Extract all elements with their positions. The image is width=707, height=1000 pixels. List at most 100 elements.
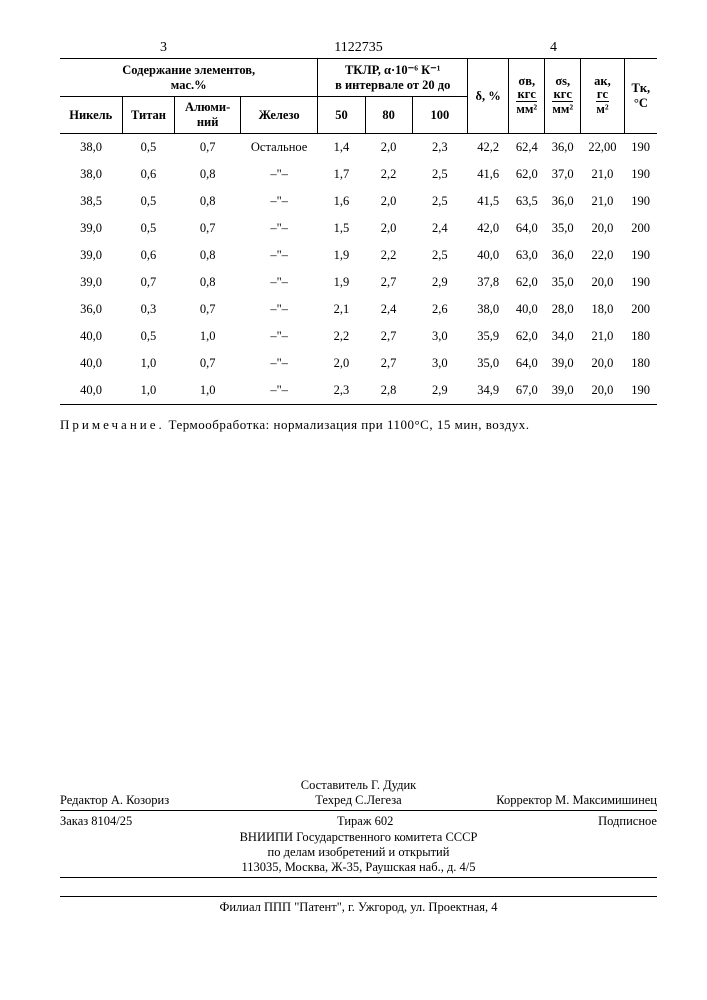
th-iron: Железо [240,97,318,134]
table-cell: 2,8 [365,377,412,405]
table-cell: 1,0 [175,323,240,350]
table-row: 38,50,50,8–"–1,62,02,541,563,536,021,019… [60,188,657,215]
th-elements: Содержание элементов, мас.% [60,59,318,97]
table-cell: 2,3 [412,134,467,162]
table-cell: 2,5 [412,242,467,269]
table-cell: 62,0 [509,161,545,188]
table-cell: 36,0 [545,188,581,215]
table-cell: 200 [624,296,657,323]
table-cell: 2,3 [318,377,365,405]
table-cell: –"– [240,296,318,323]
page-numbers: 3 1122735 4 [60,40,657,58]
order: Заказ 8104/25 [60,814,132,829]
table-cell: 20,0 [581,350,624,377]
table-row: 36,00,30,7–"–2,12,42,638,040,028,018,020… [60,296,657,323]
table-cell: –"– [240,377,318,405]
th-nickel: Никель [60,97,122,134]
table-cell: 38,5 [60,188,122,215]
table-cell: 35,0 [545,215,581,242]
vniipi2: по делам изобретений и открытий [60,845,657,860]
table-cell: 39,0 [545,350,581,377]
table-cell: 190 [624,188,657,215]
table-cell: 62,0 [509,323,545,350]
table-cell: 18,0 [581,296,624,323]
table-cell: 64,0 [509,215,545,242]
podpis: Подписное [598,814,657,829]
table-cell: 0,7 [175,296,240,323]
table-cell: 0,8 [175,242,240,269]
table-cell: 0,7 [122,269,175,296]
table-cell: 2,4 [365,296,412,323]
table-cell: 2,5 [412,161,467,188]
table-cell: 2,7 [365,350,412,377]
table-cell: 21,0 [581,188,624,215]
table-cell: 28,0 [545,296,581,323]
table-cell: 62,0 [509,269,545,296]
table-cell: 190 [624,377,657,405]
table-cell: 62,4 [509,134,545,162]
table-row: 39,00,60,8–"–1,92,22,540,063,036,022,019… [60,242,657,269]
table-cell: 20,0 [581,215,624,242]
table-cell: 1,0 [122,350,175,377]
th-100: 100 [412,97,467,134]
vniipi3: 113035, Москва, Ж-35, Раушская наб., д. … [60,860,657,875]
table-cell: –"– [240,242,318,269]
th-50: 50 [318,97,365,134]
table-cell: 180 [624,323,657,350]
table-cell: 40,0 [60,377,122,405]
tirazh: Тираж 602 [337,814,393,829]
table-cell: 2,0 [318,350,365,377]
table-cell: 1,4 [318,134,365,162]
table-cell: 67,0 [509,377,545,405]
table-cell: 3,0 [412,323,467,350]
table-cell: 40,0 [509,296,545,323]
table-cell: 39,0 [60,242,122,269]
table-cell: 2,4 [412,215,467,242]
table-cell: 42,0 [468,215,509,242]
table-cell: 42,2 [468,134,509,162]
table-cell: 41,5 [468,188,509,215]
table-cell: 38,0 [60,161,122,188]
table-cell: 39,0 [60,269,122,296]
table-cell: 2,7 [365,323,412,350]
table-cell: –"– [240,188,318,215]
table-cell: 190 [624,161,657,188]
table-row: 40,00,51,0–"–2,22,73,035,962,034,021,018… [60,323,657,350]
page-right: 4 [550,40,557,56]
table-cell: 200 [624,215,657,242]
table-cell: 0,5 [122,215,175,242]
table-row: 39,00,50,7–"–1,52,02,442,064,035,020,020… [60,215,657,242]
table-cell: –"– [240,350,318,377]
table-cell: 21,0 [581,161,624,188]
table-cell: 37,0 [545,161,581,188]
table-cell: 2,9 [412,269,467,296]
table-cell: 2,6 [412,296,467,323]
footnote: Примечание. Термообработка: нормализация… [60,417,657,433]
credits-block: Редактор А. Козориз Составитель Г. Дудик… [60,778,657,880]
table-cell: 41,6 [468,161,509,188]
table-cell: 2,7 [365,269,412,296]
table-cell: 39,0 [545,377,581,405]
table-cell: 2,5 [412,188,467,215]
table-cell: 0,5 [122,134,175,162]
table-cell: 1,7 [318,161,365,188]
table-cell: 40,0 [60,323,122,350]
table-cell: 2,2 [365,161,412,188]
table-cell: 0,8 [175,188,240,215]
table-cell: 39,0 [60,215,122,242]
table-cell: 35,9 [468,323,509,350]
table-cell: 40,0 [468,242,509,269]
table-cell: 190 [624,134,657,162]
table-cell: 1,9 [318,269,365,296]
table-cell: –"– [240,269,318,296]
table-cell: 1,0 [175,377,240,405]
table-cell: 0,7 [175,134,240,162]
table-row: 39,00,70,8–"–1,92,72,937,862,035,020,019… [60,269,657,296]
table-cell: 0,3 [122,296,175,323]
table-cell: 180 [624,350,657,377]
table-cell: 2,0 [365,134,412,162]
table-cell: 0,7 [175,350,240,377]
table-cell: 190 [624,269,657,296]
corrector: Корректор М. Максимишинец [458,793,657,808]
table-cell: 1,0 [122,377,175,405]
